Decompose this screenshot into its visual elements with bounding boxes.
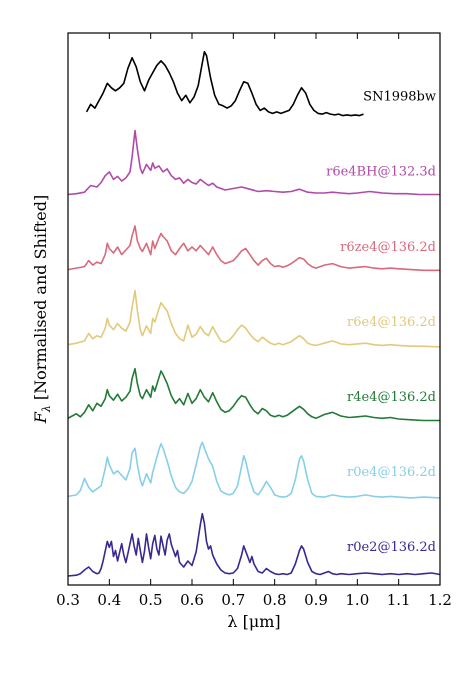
series-label-4: r4e4@136.2d: [347, 390, 436, 405]
x-tick-layer: 0.3 0.4 0.5 0.6 0.7 0.8 0.9 1.0 1.1 1.2: [56, 33, 452, 609]
series-line-2: [67, 225, 440, 272]
x-axis-title: λ [μm]: [227, 612, 280, 631]
series-label-2: r6ze4@136.2d: [340, 240, 436, 255]
series-line-1: [67, 129, 440, 196]
x-tick-label-8: 1.1: [387, 591, 411, 609]
x-tick-label-9: 1.2: [428, 591, 452, 609]
series-label-layer: SN1998bw r6e4BH@132.3d r6ze4@136.2d r6e4@13…: [326, 90, 436, 556]
series-label-6: r0e2@136.2d: [347, 540, 436, 555]
plot-frame: [67, 32, 441, 586]
x-tick-label-5: 0.8: [263, 591, 287, 609]
x-tick-label-2: 0.5: [139, 591, 163, 609]
x-tick-label-0: 0.3: [56, 591, 80, 609]
series-label-0: SN1998bw: [363, 90, 436, 105]
x-tick-label-7: 1.0: [345, 591, 369, 609]
x-tick-label-3: 0.6: [180, 591, 204, 609]
x-tick-label-4: 0.7: [221, 591, 245, 609]
x-tick-label-6: 0.9: [304, 591, 328, 609]
series-label-1: r6e4BH@132.3d: [326, 165, 436, 180]
series-line-4: [67, 367, 440, 422]
series-line-6: [67, 512, 441, 577]
series-label-3: r6e4@136.2d: [347, 315, 436, 330]
series-layer: [67, 51, 441, 577]
series-line-0: [85, 51, 364, 117]
y-axis-title: Fλ [Normalised and Shifted]: [31, 195, 53, 425]
x-tick-label-1: 0.4: [97, 591, 121, 609]
series-line-3: [67, 289, 441, 348]
series-label-5: r0e4@136.2d: [347, 465, 436, 480]
series-line-5: [67, 441, 441, 499]
